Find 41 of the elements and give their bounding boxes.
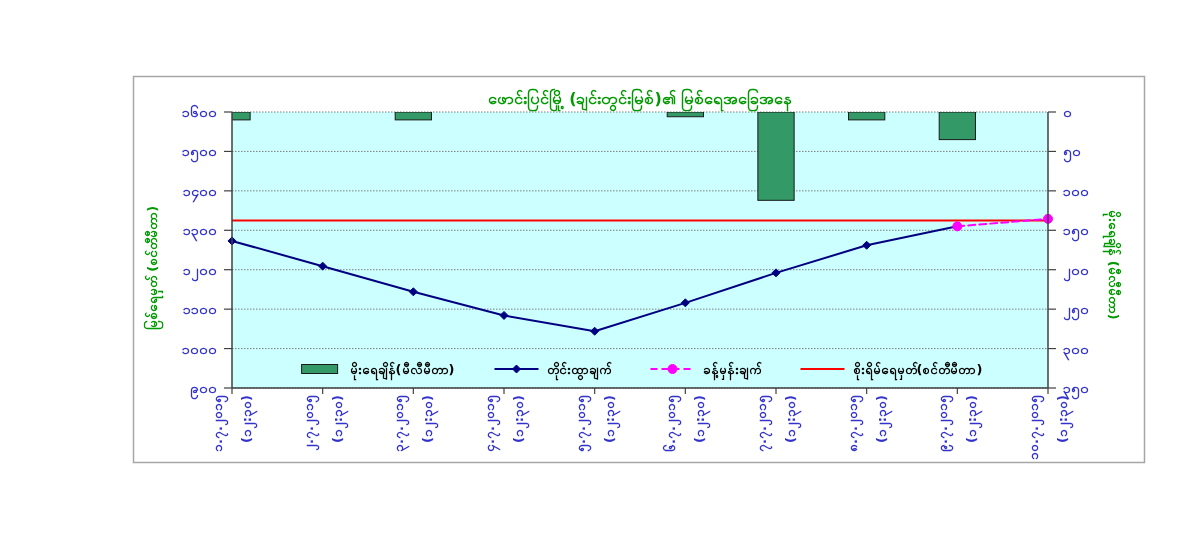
y-tick-label: ၁၅၀၀ <box>182 143 217 164</box>
x-tick-label: ၅.၇.၂၀၁၅ (၁၂:၃၀) <box>572 395 621 452</box>
legend-label: မိုးရေချိန်(မီလီမီတာ) <box>349 360 455 381</box>
x-tick-label: ၂.၇.၂၀၁၅ (၁၂:၃၀) <box>300 395 349 451</box>
y2-tick-label: ၅၀ <box>1063 143 1081 164</box>
y2-tick-label: ၃၀၀ <box>1063 340 1089 361</box>
y2-tick-label: ၁၅၀ <box>1063 222 1089 243</box>
bar <box>394 112 432 121</box>
bar <box>666 112 704 118</box>
x-tick-label: ၆.၇.၂၀၁၅ (၁၂:၃၀) <box>662 395 712 452</box>
point <box>771 268 781 278</box>
bar <box>757 112 795 201</box>
legend-label: ခန့်မှန်းချက် <box>702 360 762 381</box>
x-tick-label: ၈.၇.၂၀၁၅ (၁၂:၃၀) <box>844 395 893 452</box>
point <box>862 240 872 250</box>
y-axis-title: မြစ်ရေမှတ် (စင်တီမီတာ) <box>142 205 164 331</box>
y2-tick-label: ၀ <box>1063 104 1072 120</box>
y-tick-label: ၁၄၀၀ <box>183 182 217 203</box>
chart-title: ဖောင်းပြင်မြို့ (ချင်းတွင်းမြစ်)၏ မြစ်ရေအခြေအနေ <box>487 87 793 112</box>
point <box>499 310 509 320</box>
point <box>680 298 690 308</box>
bar <box>938 112 976 141</box>
x-tick-label: ၇.၇.၂၀၁၅ (၁၂:၃၀) <box>754 395 802 452</box>
y-tick-label: ၁၆၀၀ <box>182 104 217 120</box>
point <box>318 261 328 271</box>
y2-tick-label: ၂၅၀ <box>1063 301 1089 322</box>
point <box>590 326 600 336</box>
y2-tick-label: ၂၀၀ <box>1063 261 1089 282</box>
legend-label: တိုင်းထွာချက် <box>546 360 612 381</box>
bar <box>848 112 886 121</box>
y-tick-label: ၁၀၀၀ <box>182 340 217 357</box>
y-tick-label: ၁၂၀၀ <box>183 261 217 282</box>
x-tick-label: ၄.၇.၂၀၁၅ (၁၂:၃၀) <box>482 395 530 452</box>
legend-label: စိုးရိမ်ရေမှတ်(စင်တီမီတာ) <box>852 360 983 381</box>
y2-axis-title: မိုးရေချိန် (မီလီမီတာ) <box>1101 210 1122 320</box>
x-tick-label: ၃.၇.၂၀၁၅ (၁၂:၃၀) <box>391 395 440 452</box>
y2-tick-label: ၁၀၀ <box>1063 182 1089 199</box>
x-tick-label: ၉.၇.၂၀၁၅ (၁၂:၃၀) <box>935 395 984 452</box>
y-tick-label: ၁၃၀၀ <box>183 222 217 243</box>
point <box>408 287 418 297</box>
y-tick-label: ၁၁၀၀ <box>183 301 217 318</box>
